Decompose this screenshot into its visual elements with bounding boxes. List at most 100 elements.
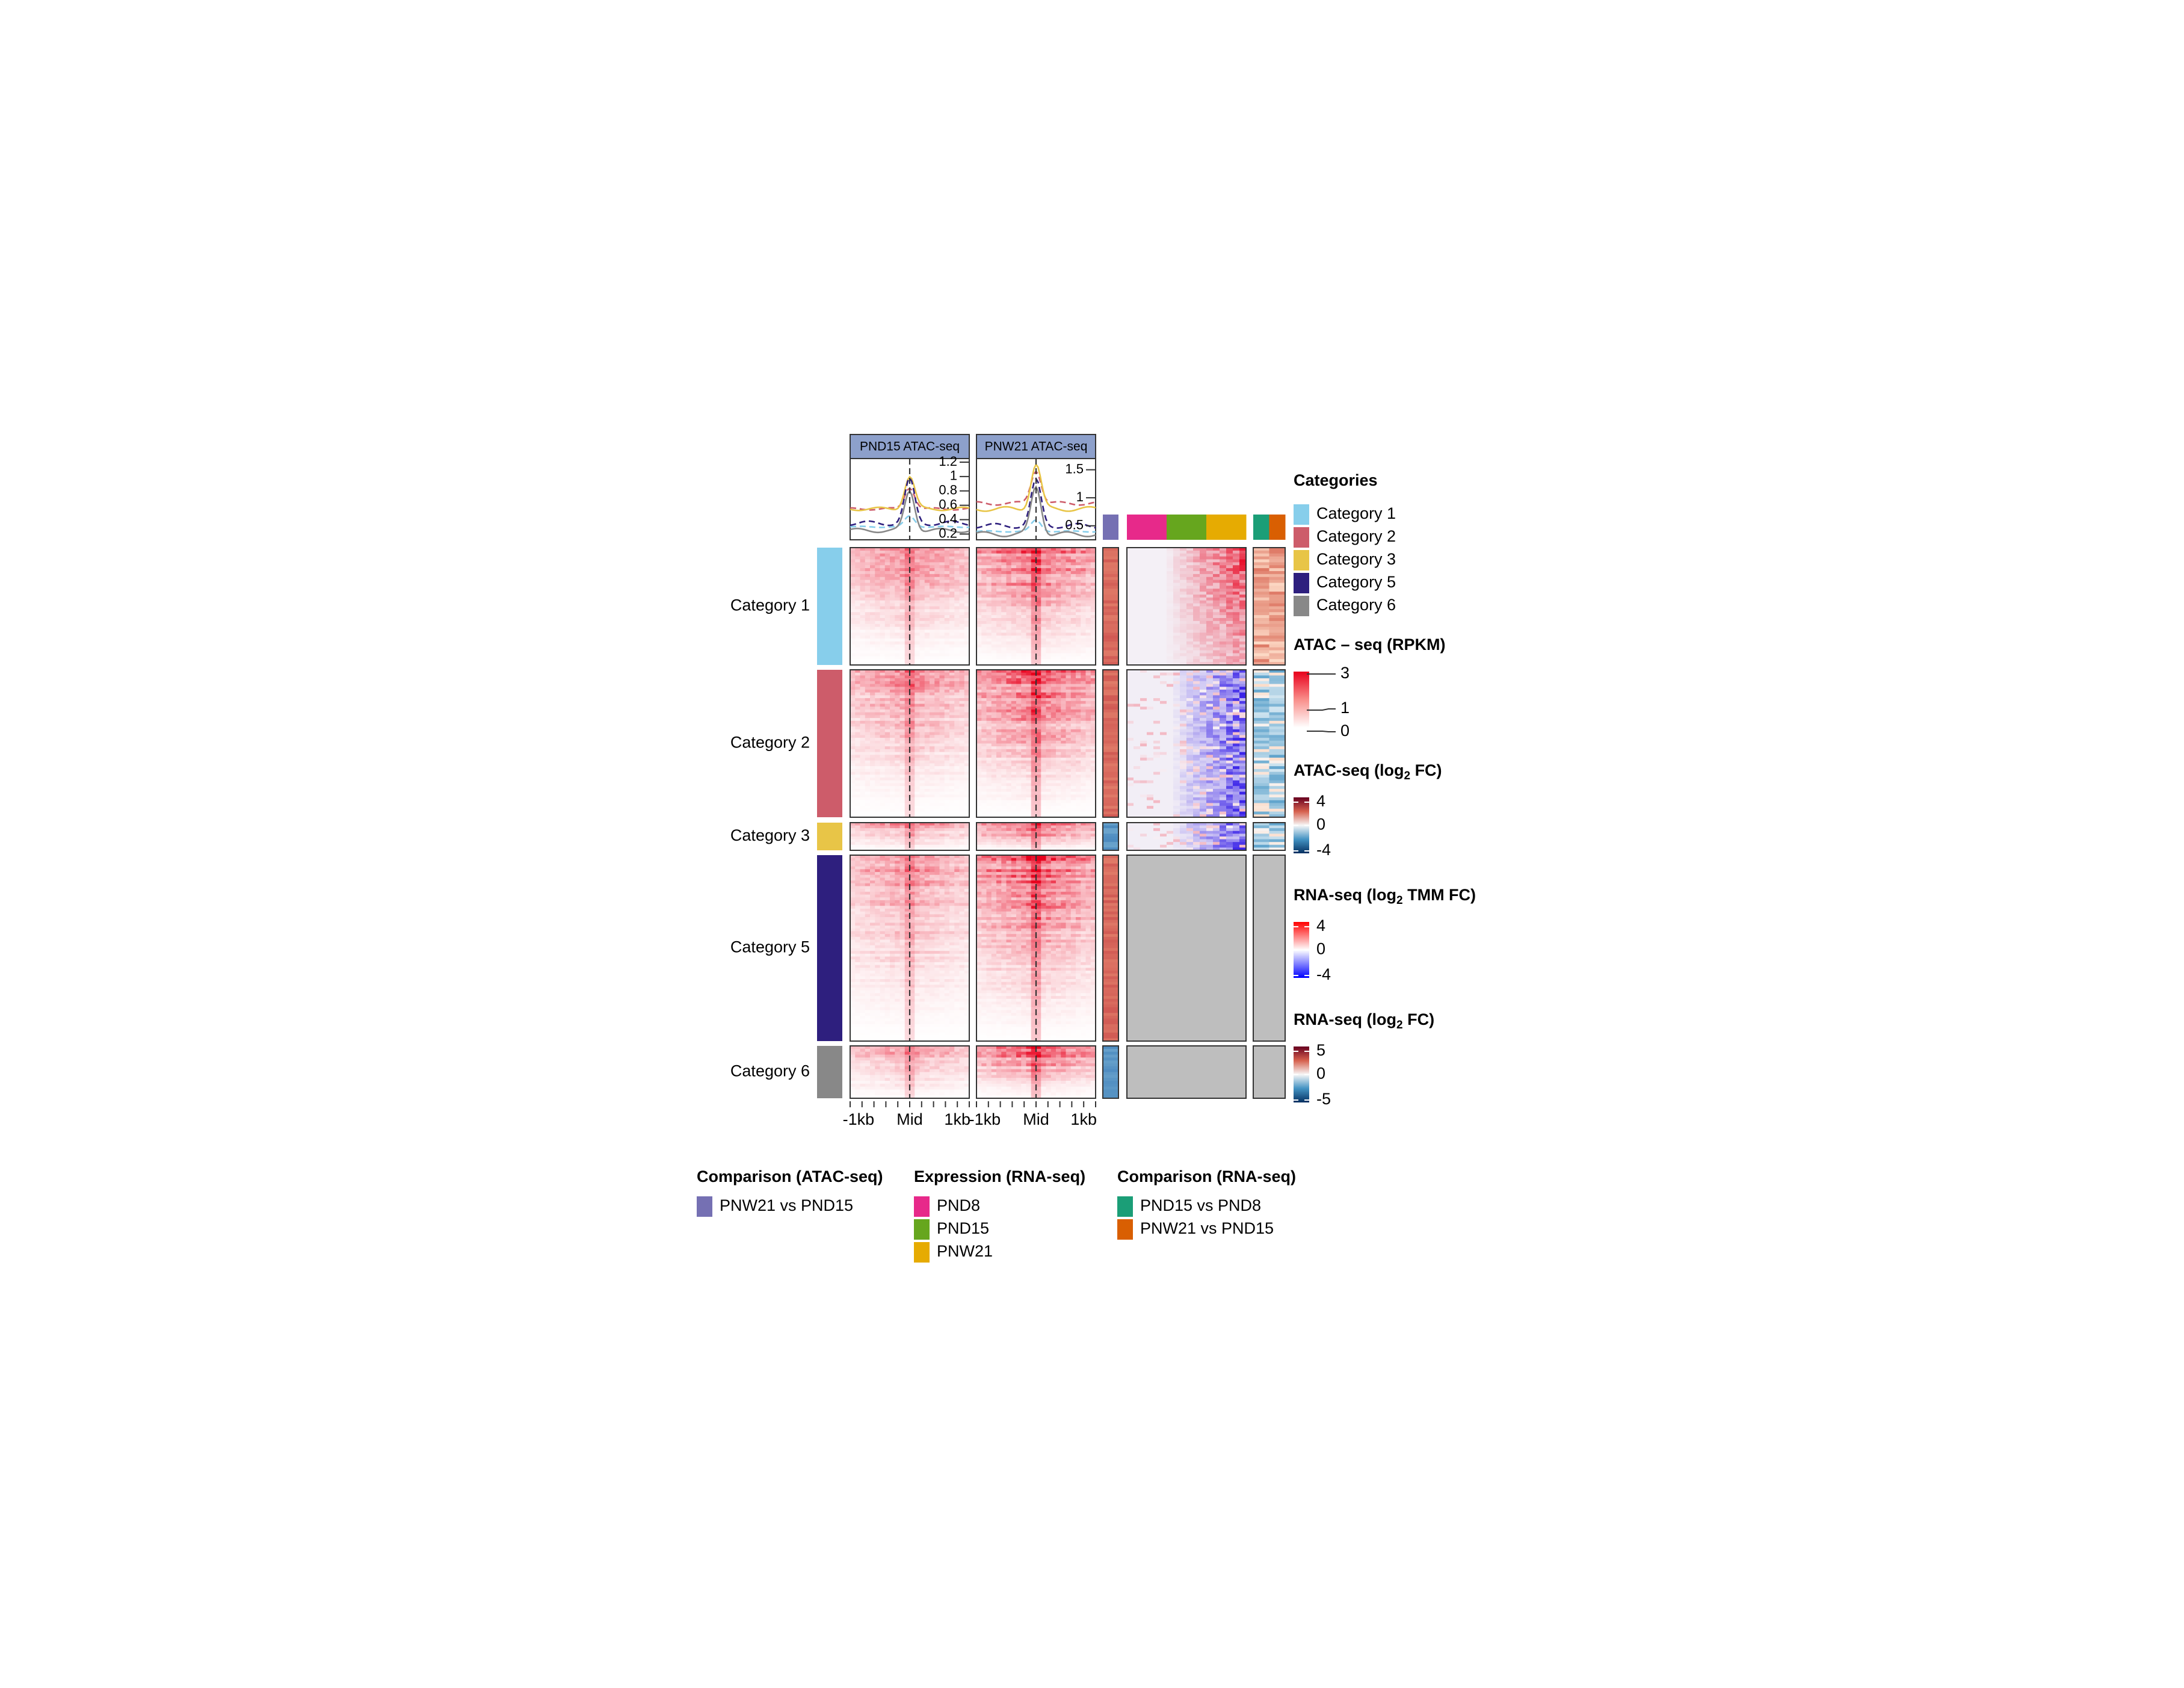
heat-cell [865, 718, 871, 722]
rna-fc-cell [1253, 620, 1269, 625]
heat-cell [976, 629, 982, 633]
heat-cell [934, 670, 940, 673]
expr-cell [1220, 644, 1227, 648]
expr-cell [1200, 662, 1207, 666]
heat-cell [870, 803, 875, 806]
heat-cell [1026, 638, 1032, 642]
heat-cell [870, 681, 875, 684]
heat-cell [1081, 698, 1087, 702]
heat-cell [1031, 589, 1037, 592]
expr-cell [1200, 603, 1207, 607]
heat-cell [1050, 723, 1057, 727]
heat-cell [865, 726, 871, 730]
heat-cell [944, 650, 950, 654]
heat-cell [976, 743, 982, 747]
heat-cell [1026, 723, 1032, 727]
heat-cell [924, 746, 930, 750]
heat-cell [1041, 600, 1047, 604]
heat-cell [895, 752, 901, 755]
heat-cell [1001, 592, 1007, 595]
heat-cell [939, 562, 945, 566]
heat-cell [1070, 659, 1076, 663]
expr-cell [1140, 550, 1147, 554]
heat-cell [964, 806, 970, 809]
heat-cell [910, 760, 915, 764]
expr-cell [1233, 550, 1240, 554]
heat-cell [954, 703, 960, 707]
heat-cell [880, 565, 886, 569]
heat-cell [1016, 718, 1022, 722]
heat-cell [1036, 729, 1041, 733]
heat-cell [875, 814, 881, 818]
heat-cell [1050, 706, 1057, 710]
heat-cell [1001, 638, 1007, 642]
heat-cell [895, 556, 901, 560]
heat-cell [1076, 766, 1081, 770]
heat-cell [1031, 670, 1037, 673]
heat-cell [1090, 709, 1096, 713]
heat-cell [1006, 720, 1012, 724]
heat-cell [996, 768, 1002, 773]
heat-cell [1026, 695, 1032, 699]
heat-cell [855, 573, 861, 578]
heat-cell [949, 808, 955, 812]
heat-cell [1085, 709, 1091, 713]
heat-cell [924, 620, 930, 625]
heat-cell [875, 568, 881, 572]
heat-cell [860, 681, 866, 684]
expr-cell [1140, 650, 1147, 654]
heat-cell [986, 644, 992, 648]
heat-cell [991, 729, 997, 733]
heat-cell [870, 553, 875, 557]
heat-cell [850, 606, 856, 610]
heat-cell [1016, 687, 1022, 690]
heat-cell [939, 635, 945, 639]
expr-cell [1186, 586, 1194, 589]
expr-cell [1220, 620, 1227, 625]
heat-cell [986, 659, 992, 663]
profile-title-bar [850, 434, 970, 459]
heat-cell [1011, 650, 1017, 654]
heat-cell [919, 559, 925, 563]
heat-cell [1076, 760, 1081, 764]
heat-cell [870, 689, 875, 693]
heat-cell [1050, 712, 1057, 716]
heat-cell [996, 763, 1002, 767]
heat-cell [959, 618, 965, 622]
heat-cell [904, 760, 910, 764]
heat-cell [880, 738, 886, 741]
heat-cell [954, 788, 960, 792]
heat-cell [1036, 703, 1041, 707]
heat-cell [1021, 774, 1027, 778]
heat-cell [850, 718, 856, 722]
expr-cell [1127, 653, 1134, 657]
heat-cell [1056, 706, 1061, 710]
heat-cell [899, 746, 905, 750]
heat-cell [1001, 565, 1007, 569]
heat-cell [870, 715, 875, 719]
heat-cell [899, 763, 905, 767]
rna-fc-cell [1269, 580, 1286, 583]
heat-cell [1021, 726, 1027, 730]
heat-cell [1085, 703, 1091, 707]
heat-cell [996, 675, 1002, 679]
heat-cell [910, 774, 915, 778]
heat-cell [1011, 662, 1017, 666]
expr-cell [1134, 553, 1141, 557]
heat-cell [919, 650, 925, 654]
heat-cell [850, 638, 856, 642]
heat-cell [1061, 755, 1067, 758]
heat-cell [986, 562, 992, 566]
heat-cell [976, 586, 982, 589]
heat-cell [944, 548, 950, 551]
heat-cell [1026, 684, 1032, 687]
expr-cell [1127, 573, 1134, 578]
heat-cell [850, 746, 856, 750]
heat-cell [949, 814, 955, 818]
heat-cell [884, 718, 890, 722]
heat-cell [959, 698, 965, 702]
heat-cell [1001, 749, 1007, 753]
heat-cell [1066, 723, 1072, 727]
heat-cell [939, 580, 945, 583]
